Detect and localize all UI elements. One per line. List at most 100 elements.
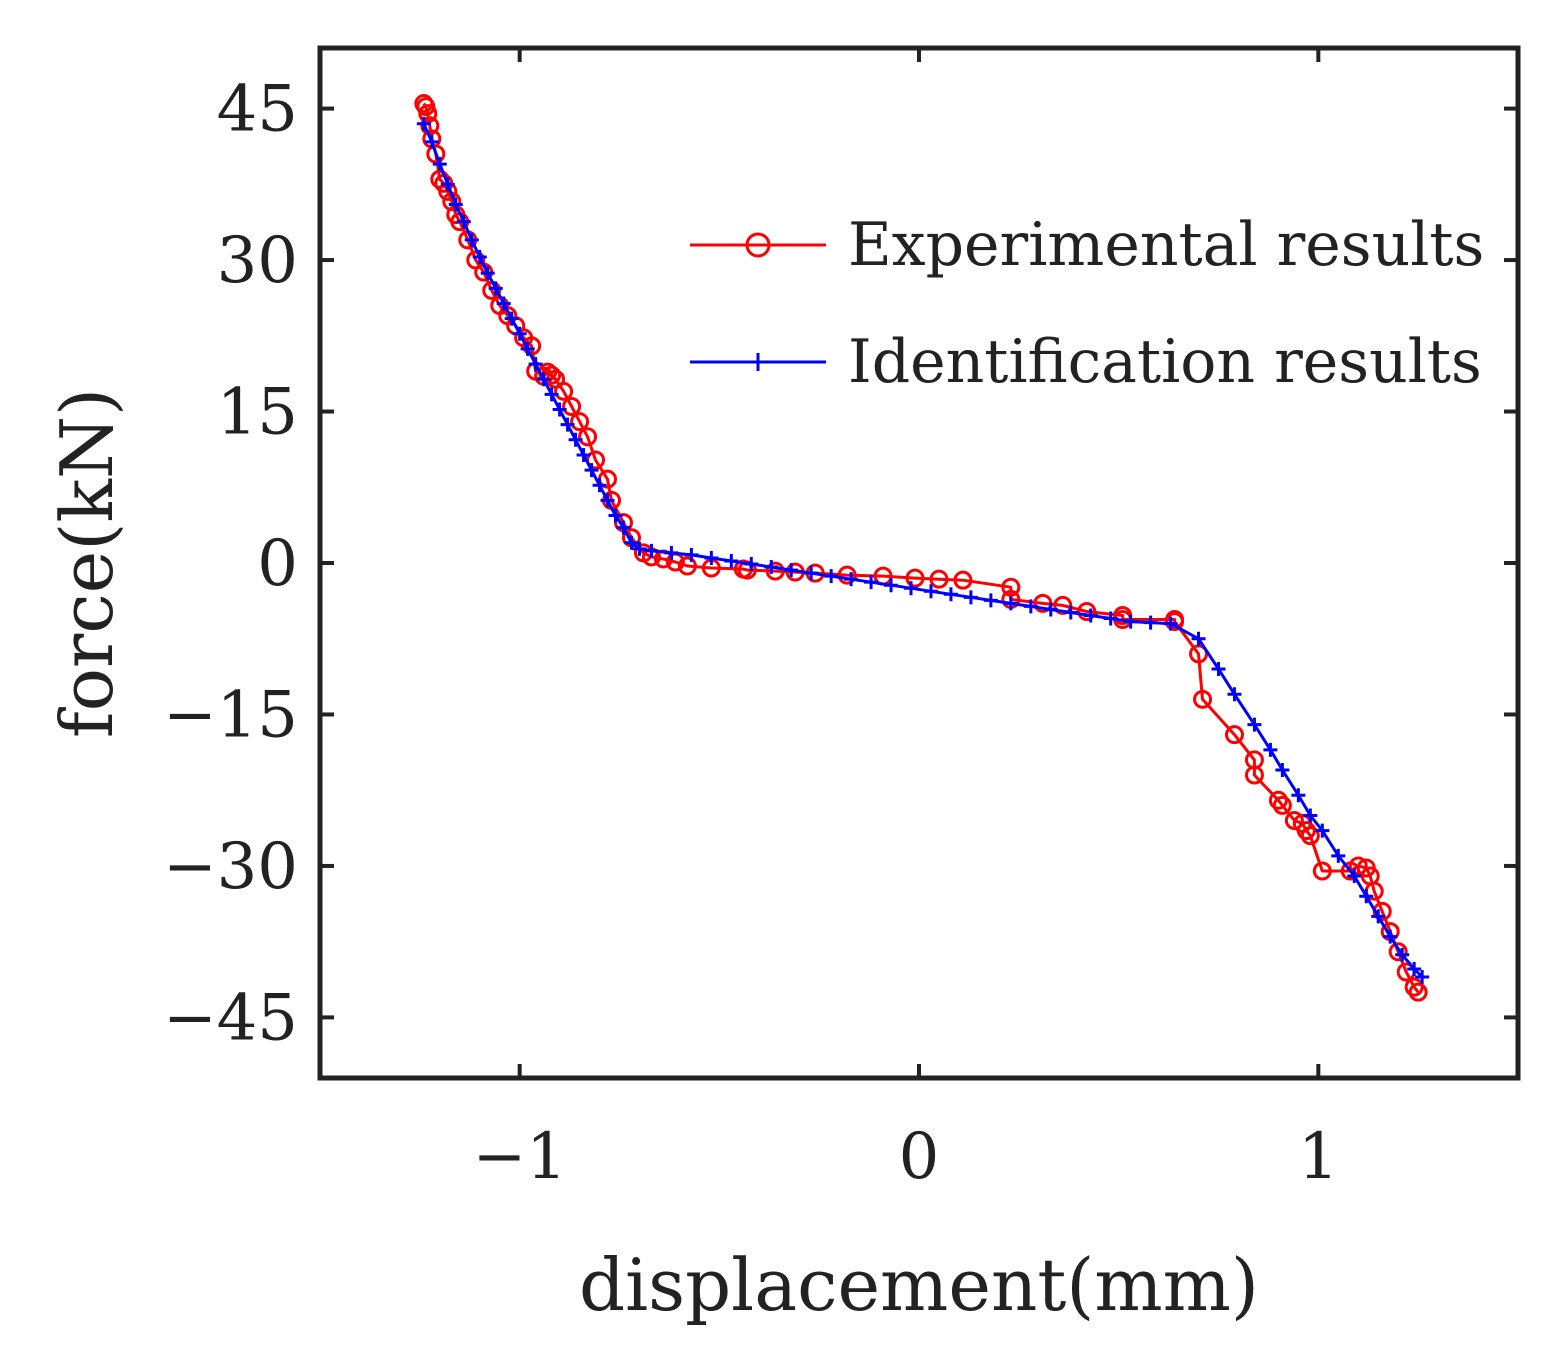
data-point-identification	[536, 372, 551, 387]
data-point-experimental	[1312, 861, 1332, 881]
data-point-experimental	[1268, 790, 1288, 810]
y-tick-label: 15	[217, 376, 298, 450]
data-point-identification	[704, 550, 719, 565]
data-point-identification	[416, 116, 431, 131]
legend-item-identification: Identification results	[690, 327, 1482, 397]
data-point-identification	[584, 463, 599, 478]
data-point-identification	[784, 563, 799, 578]
data-point-identification	[552, 402, 567, 417]
data-point-experimental	[1224, 725, 1244, 745]
data-point-identification	[528, 357, 543, 372]
y-tick-label: 45	[217, 73, 298, 147]
data-point-identification	[1291, 788, 1306, 803]
y-tick-label: 0	[257, 527, 298, 601]
data-point-identification	[600, 493, 615, 508]
data-point-identification	[1383, 929, 1398, 944]
data-point-identification	[472, 250, 487, 265]
data-point-identification	[488, 281, 503, 296]
data-point-identification	[1303, 808, 1318, 823]
data-point-identification	[1347, 869, 1362, 884]
x-tick-label: 1	[1298, 1120, 1339, 1194]
data-point-identification	[923, 584, 938, 599]
plot-frame	[317, 45, 1521, 1081]
data-point-experimental	[1189, 644, 1209, 664]
data-point-identification	[576, 447, 591, 462]
data-point-identification	[1315, 823, 1330, 838]
data-point-identification	[568, 432, 583, 447]
y-tick-label: −45	[163, 981, 298, 1055]
data-point-experimental	[1053, 595, 1073, 615]
data-point-identification	[1247, 717, 1262, 732]
data-point-identification	[560, 417, 575, 432]
data-point-experimental	[929, 569, 949, 589]
data-point-identification	[983, 593, 998, 608]
data-point-identification	[1123, 614, 1138, 629]
data-point-experimental	[677, 556, 697, 576]
data-point-experimental	[1272, 795, 1292, 815]
data-point-identification	[544, 387, 559, 402]
data-point-experimental	[578, 427, 598, 447]
data-point-identification	[1063, 605, 1078, 620]
data-point-identification	[804, 566, 819, 581]
data-point-experimental	[1193, 689, 1213, 709]
data-point-experimental	[1408, 982, 1428, 1002]
series-line-experimental	[422, 102, 1420, 994]
data-point-identification	[864, 575, 879, 590]
data-point-identification	[1263, 742, 1278, 757]
data-point-experimental	[837, 565, 857, 585]
data-point-identification	[744, 557, 759, 572]
data-point-identification	[424, 134, 439, 149]
data-point-identification	[824, 569, 839, 584]
data-point-identification	[1415, 970, 1430, 985]
data-point-experimental	[554, 381, 574, 401]
tick-layer: −1 0 1 45 30 15 0 −15 −30 −45	[163, 48, 1518, 1194]
data-point-identification	[1371, 909, 1386, 924]
data-point-identification	[884, 578, 899, 593]
data-point-identification	[1211, 662, 1226, 677]
data-point-identification	[1331, 848, 1346, 863]
data-point-experimental	[418, 104, 438, 124]
data-point-identification	[644, 543, 659, 558]
data-point-identification	[624, 535, 639, 550]
data-point-experimental	[1388, 942, 1408, 962]
data-point-experimental	[1300, 826, 1320, 846]
y-tick-label: −30	[163, 830, 298, 904]
x-tick-label: 0	[899, 1120, 940, 1194]
data-point-experimental	[426, 144, 446, 164]
data-point-identification	[480, 266, 495, 281]
legend-label-identification: Identification results	[848, 327, 1482, 397]
data-point-identification	[1143, 615, 1158, 630]
x-tick-label: −1	[472, 1120, 566, 1194]
data-point-experimental	[1348, 856, 1368, 876]
data-point-identification	[1003, 596, 1018, 611]
series-layer	[414, 94, 1430, 1002]
data-point-identification	[592, 478, 607, 493]
data-point-experimental	[1165, 612, 1185, 632]
data-point-experimental	[1001, 577, 1021, 597]
data-point-identification	[440, 177, 455, 192]
data-point-identification	[1407, 961, 1422, 976]
data-point-identification	[1163, 616, 1178, 631]
data-point-identification	[1395, 947, 1410, 962]
data-point-identification	[1275, 763, 1290, 778]
data-point-identification	[512, 326, 527, 341]
data-point-identification	[464, 232, 479, 247]
data-point-identification	[684, 547, 699, 562]
data-point-identification	[520, 341, 535, 356]
legend-label-experimental: Experimental results	[848, 210, 1484, 280]
y-tick-label: 30	[217, 224, 298, 298]
data-point-identification	[496, 296, 511, 311]
legend-swatch-marker-experimental	[745, 232, 771, 258]
data-point-experimental	[1244, 765, 1264, 785]
data-point-identification	[608, 508, 623, 523]
data-point-identification	[963, 590, 978, 605]
data-point-identification	[1227, 687, 1242, 702]
y-axis-title: force(kN)	[45, 388, 129, 738]
data-point-identification	[1191, 631, 1206, 646]
data-point-experimental	[562, 396, 582, 416]
data-point-identification	[616, 520, 631, 535]
data-point-experimental	[570, 412, 590, 432]
data-point-identification	[1103, 611, 1118, 626]
data-point-identification	[1359, 889, 1374, 904]
